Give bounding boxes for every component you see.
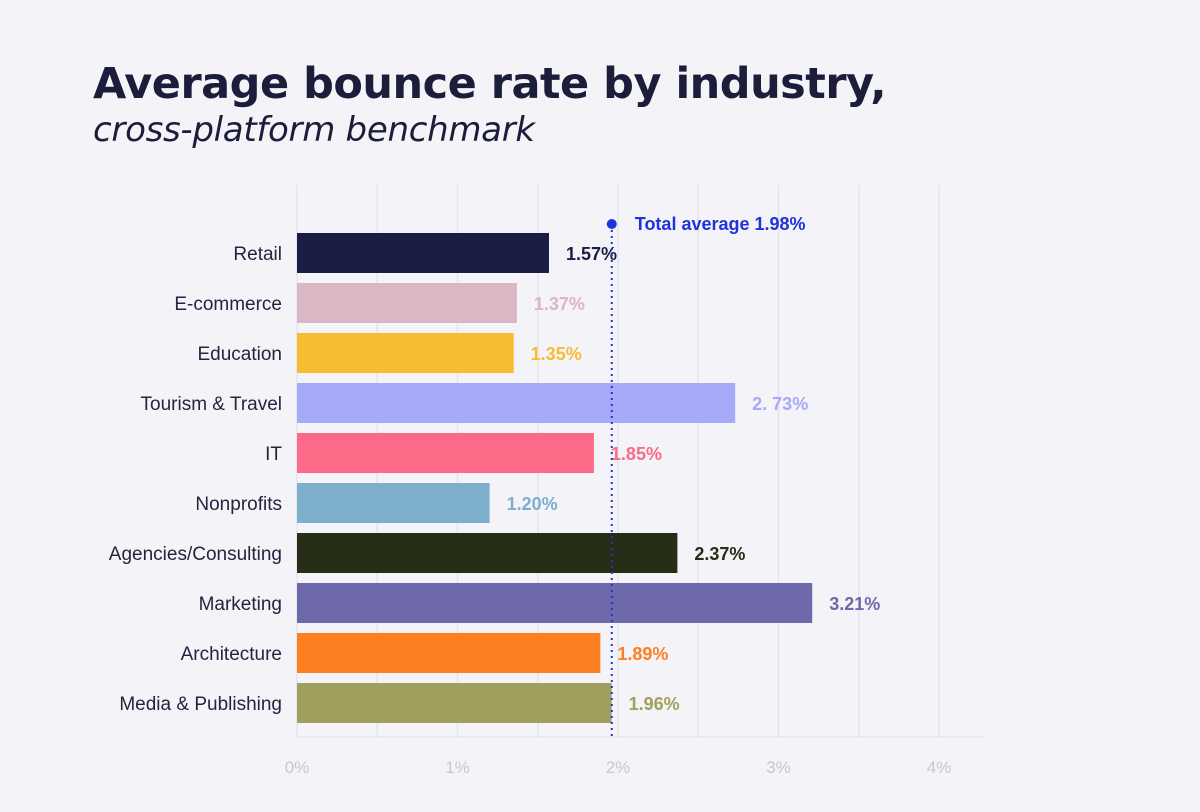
category-label: Nonprofits xyxy=(195,494,282,515)
category-label: Architecture xyxy=(181,644,282,665)
category-label: Marketing xyxy=(199,594,282,615)
category-label: E-commerce xyxy=(174,294,282,315)
bar xyxy=(297,333,514,373)
average-label: Total average 1.98% xyxy=(635,214,806,234)
x-tick-label: 1% xyxy=(445,758,470,777)
x-tick-label: 2% xyxy=(606,758,631,777)
category-label: IT xyxy=(265,444,282,465)
data-label: 1.89% xyxy=(617,644,668,664)
bar xyxy=(297,233,549,273)
bar xyxy=(297,683,612,723)
category-label: Education xyxy=(197,344,282,365)
data-label: 1.85% xyxy=(611,444,662,464)
category-label: Retail xyxy=(233,244,282,265)
bar xyxy=(297,583,813,623)
bar xyxy=(297,383,736,423)
data-label: 1.20% xyxy=(507,494,558,514)
bar xyxy=(297,483,490,523)
x-tick-label: 4% xyxy=(927,758,952,777)
x-tick-label: 0% xyxy=(285,758,310,777)
data-label: 2.37% xyxy=(694,544,745,564)
data-label: 1.35% xyxy=(531,344,582,364)
data-label: 1.37% xyxy=(534,294,585,314)
data-label: 1.96% xyxy=(629,694,680,714)
data-label: 3.21% xyxy=(829,594,880,614)
bar xyxy=(297,633,601,673)
average-marker xyxy=(606,219,617,229)
chart-subtitle: cross-platform benchmark xyxy=(93,110,535,150)
category-label: Agencies/Consulting xyxy=(109,544,282,565)
bar xyxy=(297,533,678,573)
data-label: 2. 73% xyxy=(752,394,808,414)
bar xyxy=(297,283,517,323)
category-label: Tourism & Travel xyxy=(141,394,282,415)
data-label: 1.57% xyxy=(566,244,617,264)
category-label: Media & Publishing xyxy=(119,694,282,715)
bar xyxy=(297,433,594,473)
chart-title: Average bounce rate by industry, xyxy=(93,59,887,109)
x-tick-label: 3% xyxy=(766,758,791,777)
